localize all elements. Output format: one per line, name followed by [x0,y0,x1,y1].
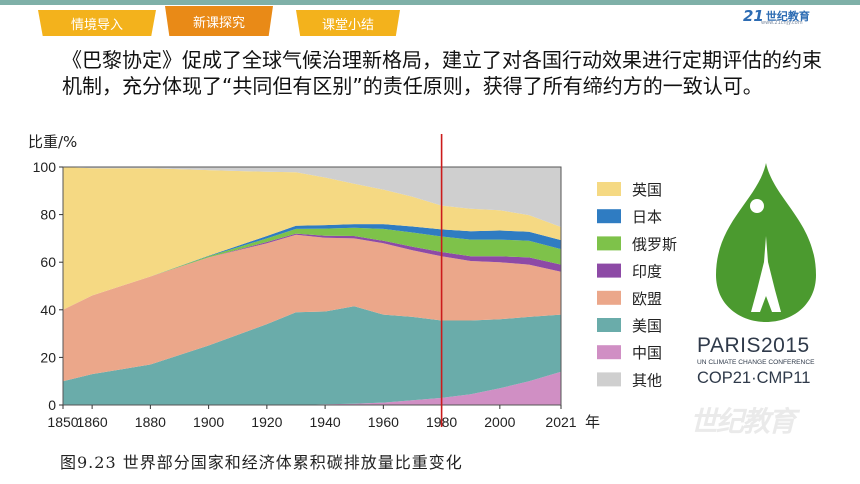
y-tick-label-60: 60 [40,254,56,270]
legend-label-日本: 日本 [632,208,662,226]
x-axis-label: 年 [585,413,600,431]
legend-label-美国: 美国 [632,317,662,335]
logo-mark: 21 [743,7,764,25]
tab-summary[interactable]: 课堂小结 [296,10,400,36]
legend-swatch-欧盟 [597,290,621,305]
logo-subtext: www.21cnjy.com [761,20,803,26]
legend-swatch-英国 [597,182,621,196]
legend-label-英国: 英国 [632,181,662,199]
legend-label-其他: 其他 [632,371,662,389]
tab-intro-label: 情境导入 [70,17,123,33]
series-area-中国 [63,371,561,405]
cop-line2: UN CLIMATE CHANGE CONFERENCE [697,359,815,366]
lesson-paragraph: 《巴黎协定》促成了全球气候治理新格局，建立了对各国行动效果进行定期评估的约束机制… [62,48,822,98]
series-area-美国 [63,306,561,405]
series-area-英国 [63,167,561,310]
tab-explore[interactable]: 新课探究 [165,6,273,36]
series-area-其他 [63,167,561,227]
site-logo: 21 世纪教育 www.21cnjy.com [743,7,810,26]
x-tick-label-1860: 1860 [77,414,108,430]
area-layers [63,167,561,405]
legend-swatch-中国 [597,345,621,360]
x-tick-label-2000: 2000 [484,414,515,430]
x-tick-label-1850: 1850 [47,414,78,430]
leaf-hole-icon [750,199,764,213]
y-tick-label-40: 40 [40,302,56,318]
legend-label-欧盟: 欧盟 [632,290,662,308]
legend-swatch-俄罗斯 [597,236,621,251]
legend-label-中国: 中国 [632,344,662,362]
legend-label-印度: 印度 [632,263,662,281]
figure-caption: 图9.23 世界部分国家和经济体累积碳排放量比重变化 [60,453,463,472]
logo-text: 世纪教育 [765,10,810,23]
x-tick-label-1880: 1880 [135,414,166,430]
watermark: 世纪教育 [690,405,796,438]
tab-explore-label: 新课探究 [192,15,245,31]
legend-swatch-其他 [597,372,621,387]
x-tick-label-1920: 1920 [251,414,282,430]
series-area-日本 [63,224,561,310]
y-tick-label-0: 0 [48,397,56,413]
tab-intro[interactable]: 情境导入 [38,10,156,36]
legend-swatch-日本 [597,209,621,224]
legend-swatch-美国 [597,318,621,332]
top-accent-bar [0,0,860,5]
x-tick-label-1960: 1960 [368,414,399,430]
eiffel-tower-icon [751,236,781,312]
plot-frame [62,166,562,406]
y-tick-label-80: 80 [40,207,56,223]
legend-label-俄罗斯: 俄罗斯 [632,235,677,253]
y-tick-label-20: 20 [40,349,56,365]
x-tick-label-1900: 1900 [193,414,224,430]
y-axis-label: 比重/% [28,133,77,151]
tab-summary-label: 课堂小结 [321,17,374,33]
x-tick-label-1940: 1940 [310,414,341,430]
series-area-欧盟 [63,234,561,382]
y-tick-label-100: 100 [33,159,57,175]
cop21-logo: PARIS2015 UN CLIMATE CHANGE CONFERENCE COP… [697,163,816,387]
cop-line3: COP21·CMP11 [697,369,810,387]
series-area-印度 [63,233,561,310]
x-tick-label-2021: 2021 [545,414,576,430]
legend-swatch-印度 [597,263,621,278]
cop-line1: PARIS2015 [697,334,810,357]
series-area-俄罗斯 [63,227,561,310]
